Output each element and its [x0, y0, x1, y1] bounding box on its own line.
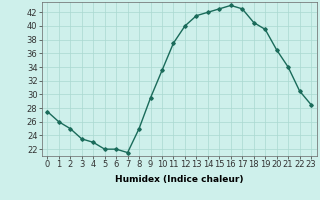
X-axis label: Humidex (Indice chaleur): Humidex (Indice chaleur)	[115, 175, 244, 184]
